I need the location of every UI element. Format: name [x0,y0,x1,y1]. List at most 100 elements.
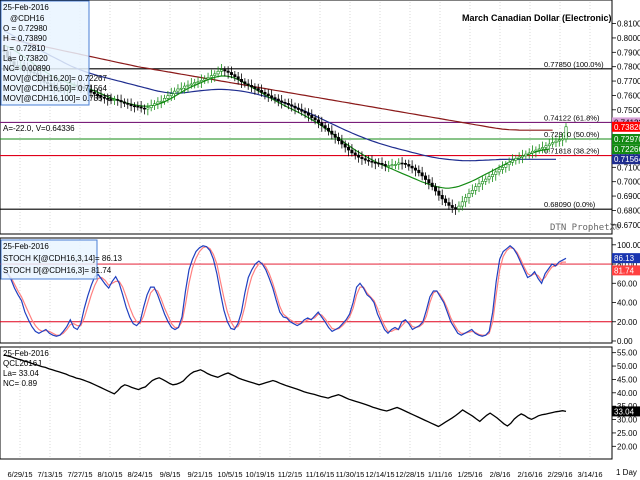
candle-body-42 [143,107,147,110]
info-ma-20: MOV[@CDH16,20]= 0.72267 [3,74,108,83]
candle-body-72 [243,81,247,85]
x-tick-label-7: 10/5/15 [217,470,242,479]
period-label: 1 Day [616,468,637,477]
candle-body-49 [166,95,170,99]
candle-body-153 [514,158,518,161]
candle-body-79 [266,93,270,97]
candle-body-159 [534,149,538,152]
crude-tag-box [612,406,640,417]
stoch-tag-box-0 [612,253,640,264]
price-tag-box-3 [612,144,640,155]
candle-body-43 [146,107,150,110]
crude-ytick-label-7: 20.00 [617,442,638,451]
watermark: DTN ProphetX® [550,223,621,233]
candle-body-137 [460,201,464,207]
x-axis: 6/29/15 7/13/15 7/27/15 8/10/15 8/24/15 9/8/1… [7,470,602,479]
candle-body-68 [229,72,233,75]
price-info-box: 25-Feb-2016 @CDH16 O = 0.72980 H = 0.738… [0,0,112,106]
candle-body-94 [316,119,320,124]
candle-body-37 [126,103,130,105]
candle-body-118 [397,162,401,165]
stoch-series-stoch-d [3,246,566,336]
candle-body-95 [320,122,324,126]
stochastic-grid [19,239,591,342]
candle-body-85 [286,103,290,106]
candle-body-125 [420,172,424,177]
candle-body-114 [383,164,387,167]
candle-body-165 [554,140,558,143]
candle-body-55 [186,84,190,87]
price-tag-label-4: 0.71564 [614,155,640,164]
stoch-k-label: STOCH K[@CDH16,3,14]= 86.13 [3,254,122,263]
candle-body-158 [531,150,535,154]
crude-panel-frame [0,346,613,460]
x-tick-label-8: 10/19/15 [245,470,274,479]
price-chart-title: March Canadian Dollar (Electronic) [462,13,612,23]
candle-body-48 [163,98,167,102]
stochastic-tags: 86.13 81.74 [612,253,640,276]
x-tick-label-2: 7/27/15 [67,470,92,479]
candle-body-30 [102,96,106,99]
candle-body-103 [347,146,351,151]
candle-body-155 [521,155,525,158]
candle-body-110 [370,160,374,163]
candle-body-133 [447,202,451,206]
candle-body-107 [360,156,364,159]
candle-body-109 [367,159,371,162]
candle-body-162 [544,145,548,148]
candle-body-92 [310,114,314,119]
ma-20-line [3,44,550,189]
crude-info-last: La= 33.04 [3,369,39,378]
candle-body-151 [507,161,511,166]
candle-body-106 [357,154,361,158]
stochastic-y-axis: 100.00 80.00 60.00 40.00 20.00 0.00 [612,241,640,346]
x-tick-label-4: 8/24/15 [127,470,152,479]
crude-info-netchange: NC= 0.89 [3,379,38,388]
stochastic-info-box: 25-Feb-2016 STOCH K[@CDH16,3,14]= 86.13 … [0,239,122,280]
fib-label-2: 0.72970 (50.0%) [544,130,600,139]
fib-label-1: 0.74122 (61.8%) [544,113,600,122]
candle-body-52 [176,88,180,92]
candle-body-91 [306,112,310,116]
x-tick-label-1: 7/13/15 [37,470,62,479]
candle-body-82 [276,98,280,102]
candle-body-50 [169,93,173,97]
x-tick-label-19: 3/14/16 [577,470,602,479]
price-tag-label-1: 0.73820 [614,123,640,132]
price-tag-box-4 [612,154,640,165]
candle-body-129 [434,186,438,192]
info-date: 25-Feb-2016 [3,3,49,12]
candle-body-130 [437,190,441,196]
ma-100-line [3,37,553,131]
candle-body-167 [561,138,565,141]
candle-body-108 [363,158,367,161]
candle-body-111 [373,161,377,164]
candle-body-131 [440,195,444,200]
price-panel: 0.77850 (100.0%) 0.74122 (61.8%) 0.72970 (… [0,0,640,235]
price-tag-box-2 [612,133,640,144]
candle-body-88 [296,107,300,110]
candle-body-46 [156,101,160,105]
candle-body-75 [253,86,257,89]
price-info-box-frame [0,0,90,106]
crude-info-symbol: QCL2016J [3,359,41,368]
candle-body-117 [393,164,397,166]
candle-body-71 [240,79,244,83]
candle-body-121 [407,164,411,167]
crude-line [3,354,567,428]
candle-body-73 [246,83,250,86]
candle-body-144 [484,178,488,182]
candle-body-141 [474,186,478,191]
candle-body-142 [477,183,481,188]
candle-body-140 [470,190,474,194]
candle-body-143 [480,181,484,185]
candle-body-38 [129,104,133,107]
info-line-netchange: NC= 0.00890 [3,64,51,73]
candle-body-54 [183,85,187,89]
x-tick-label-18: 2/29/16 [547,470,572,479]
candle-body-166 [557,139,561,142]
candle-body-127 [427,179,431,184]
